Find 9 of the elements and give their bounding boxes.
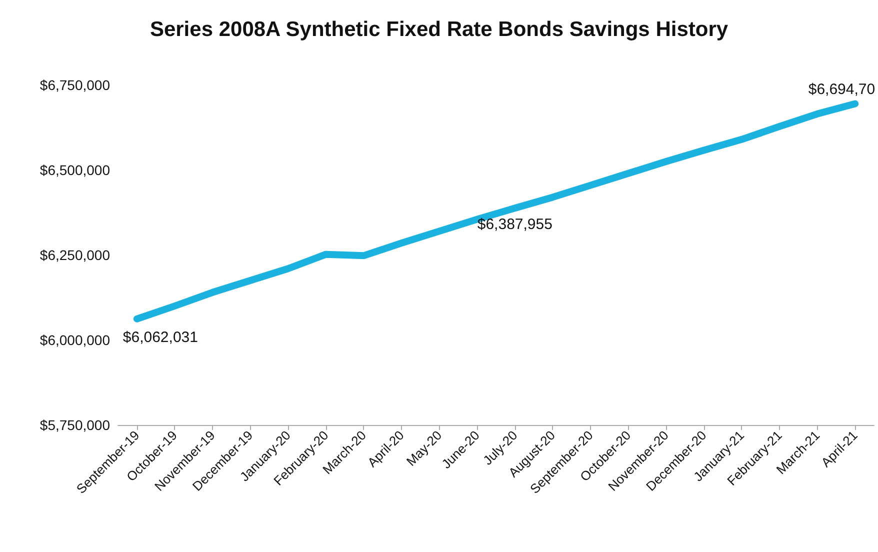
data-label: $6,694,70 bbox=[808, 80, 876, 98]
data-label: $6,062,031 bbox=[122, 328, 198, 346]
data-label: $6,387,955 bbox=[477, 216, 552, 234]
y-tick-label: $5,750,000 bbox=[40, 417, 110, 433]
y-tick-label: $6,500,000 bbox=[40, 162, 110, 178]
y-tick-label: $6,750,000 bbox=[40, 77, 110, 93]
y-tick-label: $6,250,000 bbox=[40, 247, 110, 263]
y-tick-label: $6,000,000 bbox=[40, 332, 110, 348]
chart-title: Series 2008A Synthetic Fixed Rate Bonds Savings History bbox=[150, 18, 728, 41]
